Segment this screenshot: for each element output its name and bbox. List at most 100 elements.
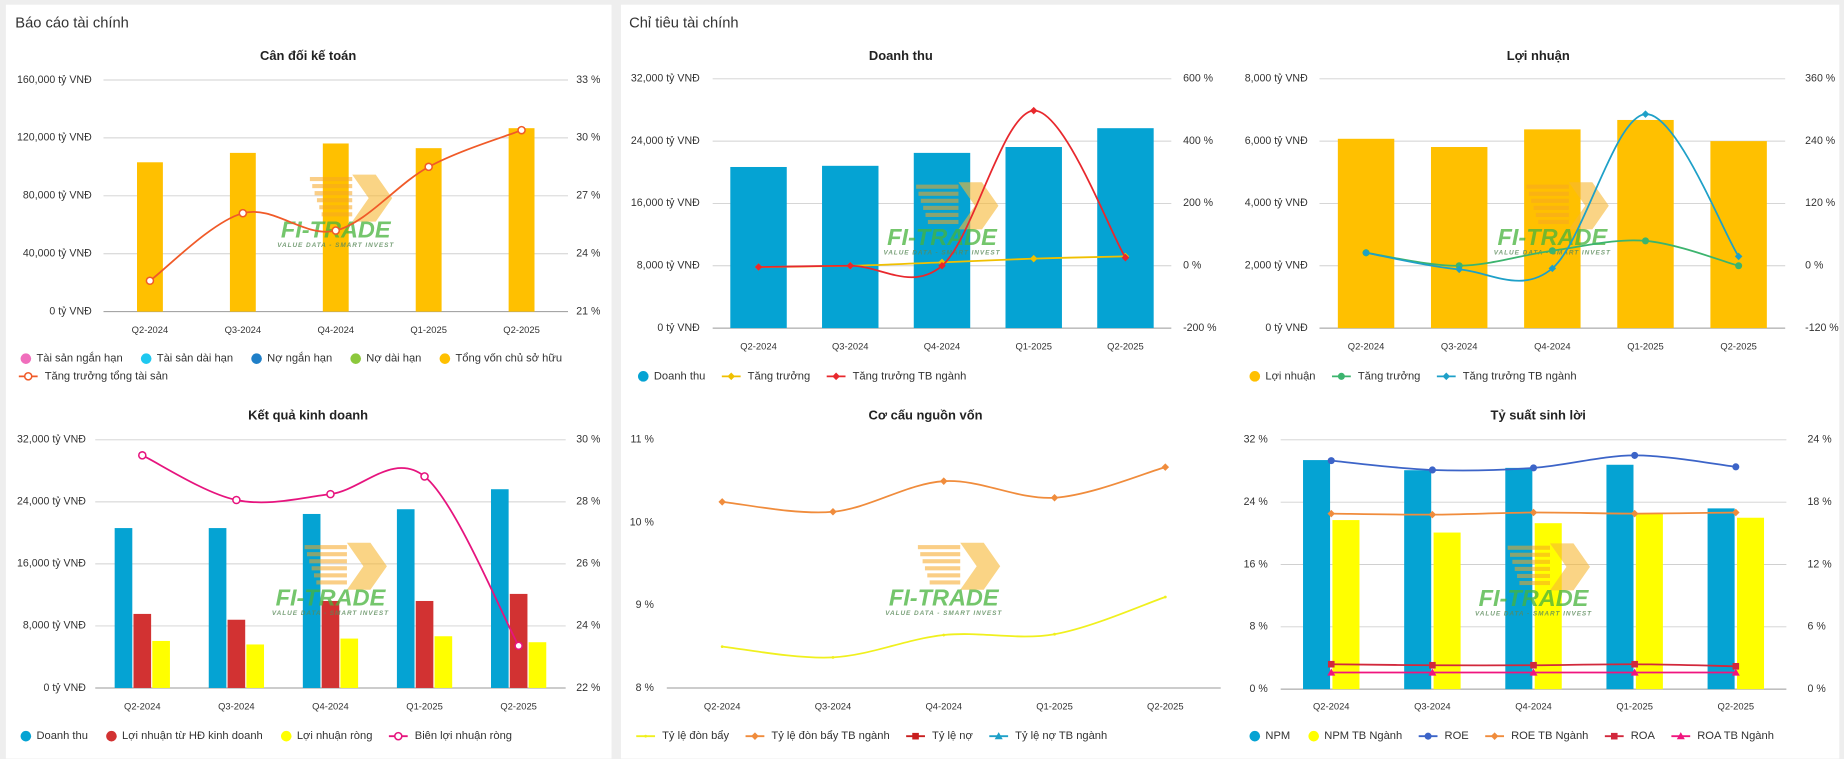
marker [1676,732,1685,740]
x-tick-label: Q4-2024 [312,700,349,711]
legend-item: NPM [1249,730,1290,742]
x-tick-label: Q1-2025 [1627,340,1664,351]
bar [1005,147,1062,329]
marker [1631,660,1638,668]
y-tick-label: 24,000 tỷ VNĐ [17,496,86,508]
y2-tick-label: 600 % [1183,73,1214,85]
y-tick-label: 40,000 tỷ VNĐ [23,248,92,260]
legend-item: Tài sản dài hạn [140,353,233,365]
watermark-stripe [309,176,353,182]
watermark-stripe [314,573,347,578]
watermark-chevron [1549,543,1590,591]
marker [1424,732,1432,740]
marker [754,263,763,271]
bar [1433,532,1461,690]
legend-label: Lợi nhuận ròng [297,730,373,742]
legend-label: Tài sản dài hạn [157,353,233,365]
watermark-name: FI-TRADE [1479,585,1590,611]
chart-title: Tỷ suất sinh lời [1491,408,1586,423]
marker [1428,466,1436,474]
bar [1337,138,1395,329]
y-tick-label: 0 % [1250,683,1269,695]
y2-tick-label: 22 % [576,682,601,694]
marker [1053,632,1056,636]
watermark-stripe [1519,580,1550,586]
y2-tick-label: 200 % [1183,197,1214,209]
bar [490,489,509,688]
bar [1606,464,1634,690]
y-tick-label: 10 % [630,516,655,528]
marker [1327,660,1335,668]
bar [321,600,340,688]
y-tick-label: 32 % [1244,434,1269,446]
x-tick-label: Q4-2024 [1534,340,1571,351]
legend-item: NPM TB Ngành [1308,730,1402,742]
watermark-chevron [352,174,393,222]
bar [1635,513,1663,690]
legend-label: Tỷ lệ đòn bẩy [662,730,729,742]
watermark-stripe [1514,566,1550,571]
marker [727,372,735,381]
bar [340,638,359,688]
legend-swatch [637,371,649,382]
legend-label: Doanh thu [36,730,87,742]
marker [514,641,523,651]
watermark-stripe [309,559,347,564]
legend-label: Biên lợi nhuận ròng [415,730,512,742]
chart-title: Cân đối kế toán [260,48,356,63]
marker [1630,668,1639,676]
watermark-stripe [1512,559,1550,564]
x-tick-label: Q2-2024 [1348,340,1385,351]
bar [434,636,453,688]
watermark-stripe [1526,184,1569,189]
x-tick-label: Q1-2025 [410,324,447,335]
x-tick-label: Q2-2025 [1718,700,1755,711]
marker [1337,372,1345,380]
y-tick-label: 80,000 tỷ VNĐ [23,190,92,202]
watermark-stripe [917,545,961,550]
watermark-name: FI-TRADE [887,224,998,250]
marker [1631,451,1639,459]
watermark-stripe [923,205,959,210]
bar [822,165,879,329]
y-tick-label: 0 tỷ VNĐ [44,682,87,694]
bar [208,528,227,688]
legend-item: Nợ dài hạn [350,353,421,365]
watermark-stripe [1531,198,1569,203]
watermark-stripe [316,580,347,585]
marker [1428,668,1437,676]
watermark-stripe [1507,545,1550,550]
y-tick-label: 120,000 tỷ VNĐ [17,132,92,144]
marker [720,645,724,649]
marker [424,162,433,172]
bar [528,642,547,688]
legend-label: ROE TB Ngành [1511,730,1588,742]
marker [1732,463,1740,471]
marker [238,208,248,218]
marker [145,276,155,286]
x-tick-label: Q4-2024 [925,700,962,711]
y2-tick-label: 240 % [1805,135,1836,147]
legend-label: Tỷ lệ nợ [932,730,973,742]
marker [1029,106,1038,115]
watermark-stripe [927,219,959,225]
y2-tick-label: 30 % [576,434,601,446]
x-tick-label: Q2-2024 [124,700,161,711]
y-tick-label: 8,000 tỷ VNĐ [1245,73,1308,85]
legend-label: Nợ ngắn hạn [267,352,332,365]
legend-swatch [350,353,362,364]
watermark-chevron [958,182,999,230]
watermark-stripe [314,191,353,196]
watermark-stripe [304,545,347,550]
legend-label: Tăng trưởng TB ngành [853,370,967,382]
watermark-tagline: VALUE DATA - SMART INVEST [277,242,394,249]
legend-item: Tăng trưởng TB ngành [1436,370,1577,382]
legend-item: Tỷ lệ nợ TB ngành [989,730,1107,742]
bar [1303,460,1331,690]
marker [1490,732,1499,740]
legend-label: ROA TB Ngành [1697,730,1774,742]
